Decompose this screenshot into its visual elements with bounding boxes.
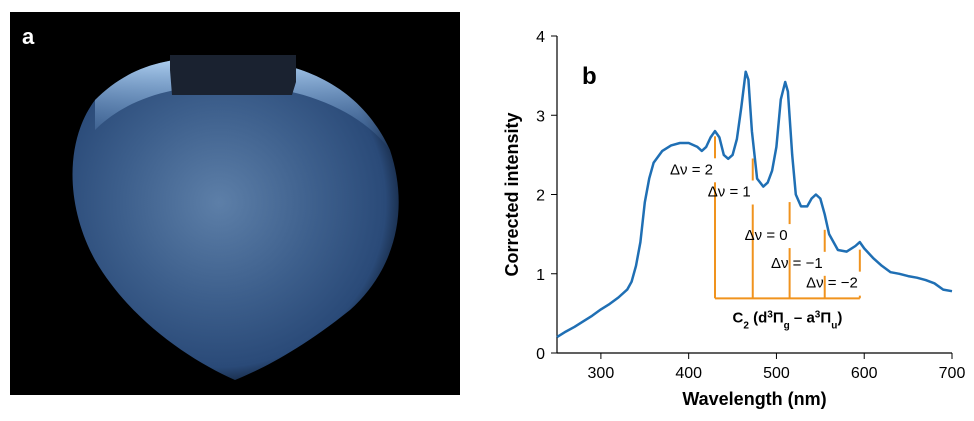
bracket-label-part: g	[784, 320, 790, 331]
photo: a	[10, 12, 460, 395]
panel-label: a	[22, 24, 35, 49]
x-tick-label: 300	[588, 365, 615, 382]
bracket-label-part: Π	[820, 309, 831, 326]
bracket-label-part: 3	[767, 309, 773, 320]
x-tick-label: 700	[939, 365, 966, 382]
band-label: Δν = −1	[771, 255, 823, 272]
plasma-glow	[72, 57, 399, 381]
electrode	[170, 55, 296, 95]
y-tick-label: 4	[536, 29, 545, 46]
spectrum-line	[556, 70, 953, 339]
x-tick-label: 400	[675, 365, 702, 382]
bracket-label-part: (d	[749, 309, 767, 326]
y-tick-label: 1	[536, 267, 545, 284]
band-label: Δν = 2	[670, 161, 713, 178]
y-tick-label: 0	[536, 346, 545, 363]
bracket-label-part: – a	[790, 309, 816, 326]
y-tick-label: 2	[536, 188, 545, 205]
bracket-label-part: C	[733, 309, 744, 326]
bracket-label: C2 (d3Πg – a3Πu)	[733, 309, 843, 331]
band-label: Δν = 1	[708, 184, 751, 201]
chart: 300 400 500 600 700 0 1 2 3 4 Wavelength (nm) Corre…	[502, 29, 965, 409]
bracket-label-part: u	[831, 320, 837, 331]
x-axis-label: Wavelength (nm)	[682, 389, 826, 409]
x-tick-label: 600	[851, 365, 878, 382]
band-label: Δν = −2	[806, 275, 858, 292]
x-tick-label: 500	[763, 365, 790, 382]
bracket-label-part: 3	[815, 309, 821, 320]
bracket-label-part: )	[837, 309, 842, 326]
y-tick-label: 3	[536, 108, 545, 125]
band-label: Δν = 0	[745, 227, 788, 244]
plasma-rim	[95, 57, 390, 150]
bracket-label-part: 2	[743, 320, 749, 331]
bracket-label-part: Π	[773, 309, 784, 326]
y-axis-label: Corrected intensity	[502, 112, 522, 276]
panel-label: b	[582, 63, 597, 90]
